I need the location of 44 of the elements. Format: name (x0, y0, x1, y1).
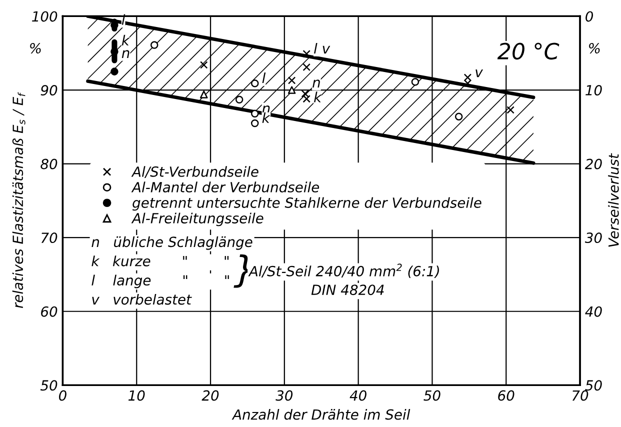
legend-label: getrennt untersuchte Stahlkerne der Verbundseile (132, 197, 482, 211)
annotation: l lange " " (92, 274, 229, 288)
annotation: 20 °C (497, 42, 560, 60)
x-tick-label: 0 (58, 390, 66, 401)
annotation: n (312, 80, 320, 88)
x-tick-label: 20 (202, 390, 219, 401)
annotation: k (314, 92, 322, 102)
legend-label: Al/St-Verbundseile (131, 166, 258, 178)
y2-tick-label: 40 (585, 306, 602, 317)
annotation: k (122, 34, 130, 46)
x-tick-label: 40 (350, 390, 366, 401)
y-tick-label: 50 (40, 380, 58, 391)
annotation: n (122, 50, 130, 58)
y2-tick-label: 30 (584, 232, 602, 244)
y2-tick-label: 20 (584, 158, 602, 170)
legend-label: Al-Freileitungsseile (131, 212, 264, 226)
y-tick-label: 80 (40, 158, 58, 170)
x-tick-label: 50 (424, 390, 440, 401)
annotation: v (476, 70, 484, 78)
annotation: Al/St-Seil 240/40 mm$^{2}$ (6:1) (248, 264, 439, 278)
x-axis-title: Anzahl der Drähte im Seil (232, 409, 410, 420)
annotation: n übliche Schlaglänge (92, 236, 252, 250)
y-axis-title: relatives Elastizitätsmaß E$_{s}$ / E$_{f}$ (12, 92, 26, 308)
y2-tick-label: 10 (586, 84, 602, 96)
x-tick-label: 70 (572, 390, 588, 401)
annotation: k kurze " " (92, 256, 229, 266)
annotation: l (262, 72, 266, 84)
annotation: l v (314, 42, 330, 54)
x-tick-label: 30 (276, 390, 293, 401)
y-tick-label: 100 (32, 11, 58, 22)
y2-tick-label: 50 (585, 380, 602, 391)
y-tick-label: 60 (41, 306, 58, 317)
annotation: v vorbelastet (92, 294, 192, 305)
x-tick-label: 10 (128, 390, 145, 401)
y-tick-label: 90 (40, 84, 58, 96)
text: % (589, 42, 600, 54)
y-tick-label: 70 (41, 232, 58, 244)
legend-label: Al-Mantel der Verbundseile (131, 182, 320, 192)
text: % (30, 42, 41, 54)
annotation: DIN 48204 (311, 284, 384, 296)
y2-axis-title: Verseilverlust (608, 153, 619, 247)
annotation: k (262, 112, 270, 123)
y2-tick-label: 0 (586, 11, 594, 22)
x-tick-label: 60 (498, 390, 514, 401)
